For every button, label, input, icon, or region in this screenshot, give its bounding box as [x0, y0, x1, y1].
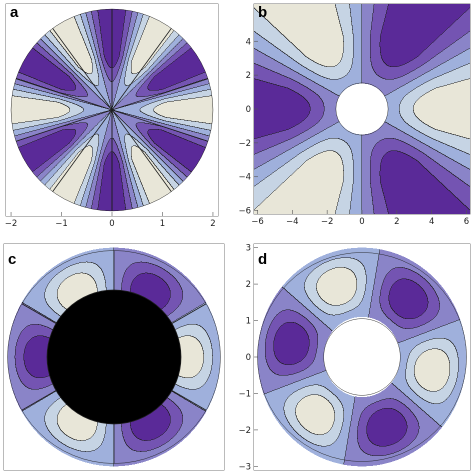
x-tick-label: −1: [55, 219, 68, 229]
x-tick-label: 4: [429, 217, 434, 227]
y-tick-label: 2: [246, 280, 251, 290]
panel-b-contour-field: [254, 4, 470, 214]
y-tick-label: 1: [246, 317, 251, 327]
panel-d-ticks: −3 −2 −1 0 1 2 3: [238, 244, 258, 472]
panel-b: −6 −4 −2 0 2 4 6 −6 −4 −2 0 2 4 b: [238, 3, 471, 227]
panel-b-label: b: [258, 4, 267, 21]
x-tick-label: −6: [251, 217, 264, 227]
sector-line: [15, 109, 113, 142]
y-tick-label: 2: [246, 71, 251, 81]
y-tick-label: −6: [238, 207, 251, 217]
x-tick-label: −2: [321, 217, 334, 227]
panel-c-label: c: [8, 251, 16, 268]
panel-d: −3 −2 −1 0 1 2 3 d: [238, 243, 471, 472]
mid-ring: [46, 289, 182, 425]
panel-c-overlay: [7, 250, 221, 464]
sector-line: [15, 78, 113, 111]
y-tick-label: 4: [246, 37, 251, 47]
x-tick-label: 0: [109, 219, 114, 229]
y-tick-label: 3: [246, 244, 251, 254]
panel-d-label: d: [258, 251, 267, 268]
panel-a-overlay: [10, 8, 214, 212]
panel-d-contour-field: [254, 244, 470, 470]
sector-line: [52, 109, 113, 192]
sector-line: [111, 109, 172, 192]
inner-boundary: [335, 82, 389, 136]
x-tick-label: 1: [160, 219, 165, 229]
inner-boundary: [323, 318, 401, 396]
sector-line: [111, 28, 172, 111]
x-tick-label: 2: [394, 217, 399, 227]
panel-b-ticks: −6 −4 −2 0 2 4 6 −6 −4 −2 0 2 4: [238, 37, 469, 227]
y-tick-label: 0: [246, 353, 251, 363]
y-tick-label: −2: [238, 426, 251, 436]
sector-line: [111, 78, 209, 111]
panel-c: c: [3, 243, 225, 471]
panel-a: −2 −1 0 1 2 a: [5, 3, 219, 229]
x-tick-label: −2: [5, 219, 18, 229]
y-tick-label: −4: [238, 173, 251, 183]
x-tick-label: 2: [210, 219, 215, 229]
y-tick-label: 0: [246, 105, 251, 115]
panel-a-ticks: −2 −1 0 1 2: [5, 212, 216, 229]
y-tick-label: −2: [238, 139, 251, 149]
y-tick-label: −3: [238, 462, 251, 472]
sector-line: [52, 28, 113, 111]
sector-line: [111, 109, 209, 142]
y-tick-label: −1: [238, 389, 251, 399]
panel-a-label: a: [10, 4, 19, 21]
x-tick-label: 6: [464, 217, 469, 227]
panel-b-overlay: [335, 82, 389, 136]
x-tick-label: 0: [359, 217, 364, 227]
x-tick-label: −4: [286, 217, 299, 227]
